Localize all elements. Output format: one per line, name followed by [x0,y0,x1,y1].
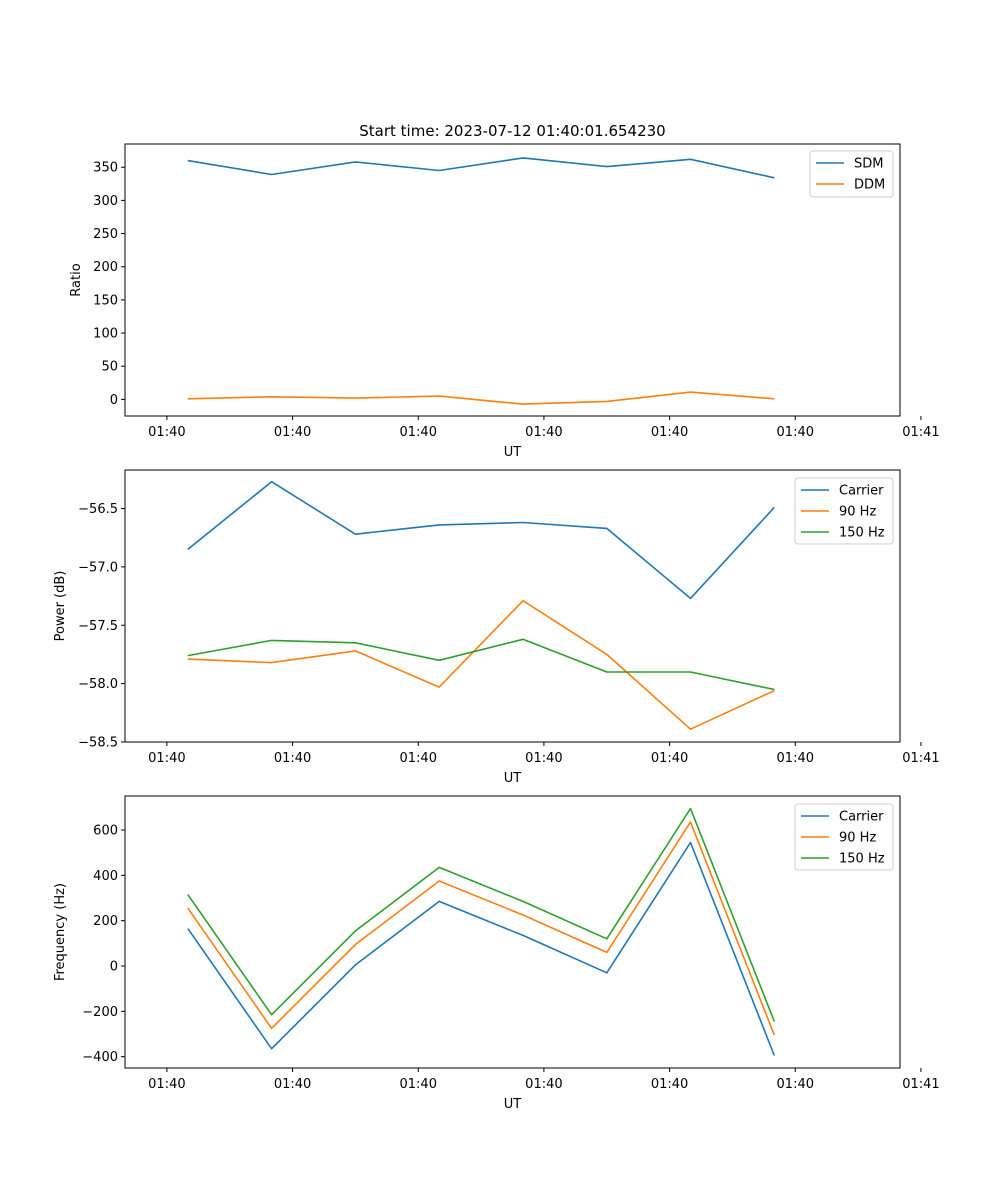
x-tick-label: 01:40 [651,1077,688,1092]
x-tick-label: 01:41 [902,751,939,766]
x-tick-label: 01:40 [525,425,562,440]
x-tick-label: 01:40 [400,425,437,440]
x-tick-label: 01:40 [274,425,311,440]
x-tick-label: 01:40 [525,751,562,766]
x-tick-label: 01:40 [777,1077,814,1092]
y-tick-label: 150 [93,293,118,308]
x-tick-label: 01:41 [902,1077,939,1092]
axes-frame [124,469,901,743]
series-line-150-hz [187,807,776,1022]
legend-label: 90 Hz [839,505,876,520]
legend-label: 90 Hz [839,831,876,846]
y-tick-label: −57.0 [78,560,118,575]
x-tick-label: 01:40 [525,1077,562,1092]
chart-panel-2: 01:40 01:40 01:40 01:40 01:40 01:40 01:41 −58.5… [53,469,940,786]
y-tick-label: 300 [93,194,118,209]
y-tick-label: 600 [93,824,118,839]
y-axis-label: Frequency (Hz) [53,883,68,981]
x-tick-label: 01:41 [902,425,939,440]
y-tick-label: 0 [110,960,118,975]
y-tick-label: −56.5 [78,502,118,517]
y-tick-label: 350 [93,161,118,176]
series-line-carrier [187,480,775,600]
legend-label: Carrier [839,810,884,825]
y-tick-label: −57.5 [78,619,118,634]
y-tick-label: 250 [93,227,118,242]
axes-frame [124,795,901,1069]
x-axis-label: UT [504,445,522,460]
y-tick-label: −58.5 [78,736,118,751]
series-line-90-hz [187,821,776,1036]
legend-label: SDM [854,157,883,172]
legend-box [794,477,894,545]
y-tick-label: 0 [110,393,118,408]
legend-label: DDM [854,178,885,193]
y-axis-label: Ratio [69,263,84,296]
legend-label: 150 Hz [839,526,885,541]
x-tick-label: 01:40 [651,751,688,766]
x-tick-label: 01:40 [400,751,437,766]
series-line-90-hz [187,599,775,731]
x-tick-label: 01:40 [148,751,185,766]
x-tick-label: 01:40 [148,1077,185,1092]
chart-panel-3: 01:40 01:40 01:40 01:40 01:40 01:40 01:41 −400 −… [53,795,940,1112]
x-axis-label: UT [504,1097,522,1112]
x-tick-label: 01:40 [274,1077,311,1092]
series-line-150-hz [187,638,775,691]
y-tick-label: 400 [93,869,118,884]
y-tick-label: 50 [101,360,118,375]
legend: SDM DDM [809,150,894,198]
x-tick-label: 01:40 [274,751,311,766]
x-tick-label: 01:40 [777,425,814,440]
x-tick-label: 01:40 [651,425,688,440]
series-line-sdm [187,157,775,179]
y-axis-label: Power (dB) [53,571,68,642]
y-tick-label: −58.0 [78,677,118,692]
chart-panel-1: Start time: 2023-07-12 01:40:01.65423001… [69,122,940,460]
y-tick-label: −200 [82,1005,118,1020]
legend-box [794,803,894,871]
x-axis-label: UT [504,771,522,786]
x-tick-label: 01:40 [148,425,185,440]
y-tick-label: 100 [93,327,118,342]
axes-frame [124,143,901,417]
legend: Carrier 90 Hz 150 Hz [794,477,894,545]
legend-label: Carrier [839,484,884,499]
legend-label: 150 Hz [839,852,885,867]
series-line-ddm [187,391,775,405]
y-tick-label: 200 [93,914,118,929]
y-tick-label: 200 [93,260,118,275]
series-line-carrier [187,841,776,1056]
x-tick-label: 01:40 [777,751,814,766]
chart-title: Start time: 2023-07-12 01:40:01.654230 [359,122,665,140]
legend: Carrier 90 Hz 150 Hz [794,803,894,871]
x-tick-label: 01:40 [400,1077,437,1092]
y-tick-label: −400 [82,1050,118,1065]
